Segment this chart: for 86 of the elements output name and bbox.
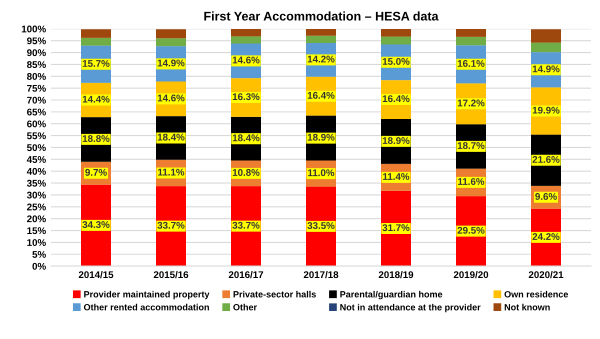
y-tick-label: 45% [26, 156, 46, 163]
y-tick-label: 85% [26, 61, 46, 68]
data-label: 16.3% [232, 93, 260, 100]
y-tick-label: 30% [26, 192, 46, 199]
bar [81, 29, 111, 38]
data-label: 14.4% [82, 96, 110, 103]
data-label: 14.6% [232, 56, 260, 64]
y-tick-label: 95% [27, 37, 46, 44]
data-label: 18.4% [158, 134, 185, 141]
chart-title: First Year Accommodation – HESA data [204, 11, 439, 21]
data-label: 18.7% [458, 142, 485, 150]
y-tick-label: 35% [26, 180, 46, 187]
data-label: 33.7% [232, 222, 260, 229]
y-tick-label: 10% [27, 239, 46, 246]
data-label: 11.6% [458, 178, 484, 185]
bar [231, 29, 261, 36]
y-tick-label: 50% [26, 144, 46, 152]
y-tick-label: 70% [27, 96, 46, 104]
y-tick-label: 5% [32, 251, 46, 258]
bar [381, 36, 411, 44]
bar [156, 29, 186, 38]
legend-label: Own residence [504, 290, 568, 298]
legend-label: Other rented accommodation [84, 304, 209, 310]
y-tick-label: 75% [27, 84, 46, 92]
data-label: 14.2% [308, 56, 335, 62]
bar [81, 38, 111, 46]
data-label: 34.3% [82, 221, 110, 228]
data-label: 33.7% [157, 222, 185, 229]
y-tick-label: 90% [27, 49, 46, 56]
bar [531, 29, 561, 43]
data-label: 18.9% [308, 134, 335, 141]
y-tick-label: 20% [27, 215, 46, 222]
x-tick-label: 2014/15 [78, 270, 114, 278]
bar [531, 42, 561, 52]
data-label: 31.7% [382, 224, 410, 232]
y-tick-label: 40% [26, 168, 46, 175]
bar [456, 29, 486, 37]
x-tick-label: 2020/21 [528, 270, 564, 278]
x-tick-label: 2017/18 [304, 270, 338, 278]
bar [306, 36, 336, 44]
bar [231, 36, 261, 44]
data-label: 9.6% [535, 193, 557, 200]
y-tick-label: 55% [26, 132, 46, 140]
data-label: 16.4% [308, 92, 335, 99]
y-tick-label: 80% [26, 73, 46, 80]
y-tick-label: 15% [27, 227, 46, 234]
bar [306, 29, 336, 36]
data-label: 14.6% [158, 94, 185, 102]
y-tick-label: 65% [27, 108, 46, 116]
data-label: 29.5% [458, 226, 485, 234]
data-label: 17.2% [458, 100, 485, 106]
data-label: 14.9% [532, 65, 560, 72]
y-tick-label: 60% [27, 120, 46, 128]
legend-label: Private-sector halls [234, 290, 316, 298]
bar [156, 38, 186, 46]
legend-label: Provider maintained property [84, 290, 210, 300]
legend-label: Parental/guardian home [340, 290, 442, 300]
y-tick-label: 25% [27, 204, 46, 210]
x-tick-label: 2018/19 [378, 270, 414, 278]
bar [456, 36, 486, 46]
data-label: 16.1% [458, 60, 485, 67]
x-tick-label: 2019/20 [454, 270, 488, 278]
bar [381, 29, 411, 37]
data-label: 18.4% [232, 134, 260, 142]
data-label: 14.9% [158, 60, 185, 66]
legend-label: Not in attendance at the provider [340, 304, 481, 312]
x-tick-label: 2015/16 [154, 270, 188, 278]
data-label: 11.4% [383, 173, 410, 180]
data-label: 11.0% [308, 169, 334, 176]
y-tick-label: 100% [22, 26, 46, 32]
data-label: 18.9% [382, 137, 410, 144]
data-label: 10.8% [232, 169, 260, 176]
data-label: 15.7% [82, 60, 110, 67]
legend-label: Not known [504, 304, 550, 310]
x-tick-label: 2016/17 [228, 270, 264, 278]
data-label: 9.7% [85, 168, 107, 176]
data-label: 16.4% [382, 95, 410, 102]
data-label: 33.5% [307, 222, 335, 229]
y-tick-label: 0% [32, 262, 46, 270]
data-label: 19.9% [532, 106, 560, 114]
legend-label: Other [233, 304, 257, 310]
data-label: 18.8% [82, 135, 110, 142]
data-label: 11.1% [158, 168, 184, 176]
data-label: 21.6% [532, 156, 560, 163]
data-label: 15.0% [382, 58, 410, 65]
data-label: 24.2% [532, 233, 560, 240]
